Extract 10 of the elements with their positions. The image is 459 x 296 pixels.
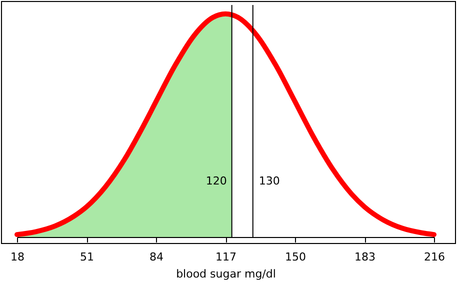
x-tick-label: 117: [216, 250, 236, 264]
ref-line-label: 120: [206, 174, 227, 188]
x-tick-label: 183: [354, 250, 376, 264]
x-tick-label: 51: [80, 250, 94, 264]
x-tick-label: 84: [150, 250, 164, 264]
x-tick-label: 150: [285, 250, 306, 264]
ref-line-label: 130: [258, 174, 280, 188]
x-axis-title: blood sugar mg/dl: [176, 268, 276, 280]
x-tick-label: 18: [10, 250, 24, 264]
x-tick-label: 216: [424, 250, 445, 264]
